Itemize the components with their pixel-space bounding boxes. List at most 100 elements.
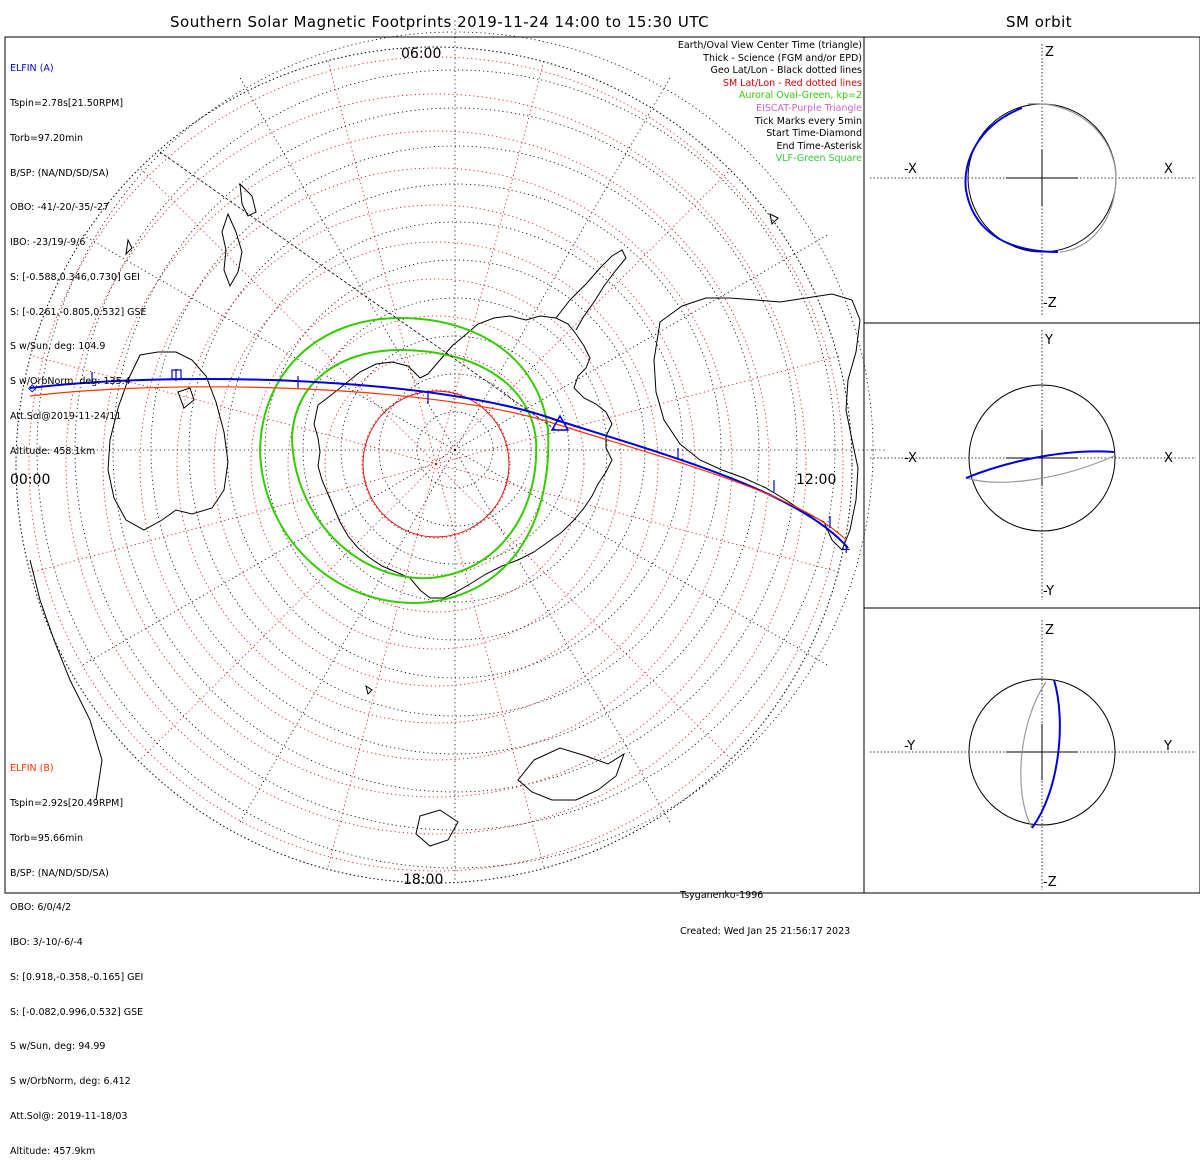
geo-meridian (82, 449, 456, 666)
new-zealand-coast (221, 212, 243, 288)
probe-a-vlf-square (171, 369, 182, 380)
orbit-panel-3-blue-path (1031, 679, 1061, 829)
probe-a-line: S w/Sun, deg: 104.9 (10, 341, 106, 353)
probe-a-line: Altitude: 458.1km (10, 445, 96, 457)
plot-title: Southern Solar Magnetic Footprints 2019-… (170, 13, 710, 31)
sm-latitude-ring (250, 278, 622, 650)
view-center-triangle (550, 414, 570, 431)
coastlines (29, 182, 861, 847)
plot-canvas: ◇ + 06:00 00:00 12:00 18:00 Z -Z -X X Y … (4, 20, 1200, 894)
orbit-panel-1-gray-path (1027, 103, 1117, 253)
geo-meridian (82, 234, 456, 451)
probe-b-line: S: [-0.082,0.996,0.532] GSE (10, 1006, 144, 1018)
legend-item: Tick Marks every 5min (754, 115, 862, 127)
geo-latitude-ring (74, 69, 836, 831)
sm-latitude-ring (213, 241, 659, 687)
orbit-panel-2-label-left: -X (904, 451, 917, 466)
madagascar-coast (415, 809, 459, 847)
orbit-panel-2: Y -Y -X X (870, 330, 1196, 600)
orbit-panel-1-label-up: Z (1045, 45, 1054, 60)
probe-b-line: S w/OrbNorm, deg: 6.412 (10, 1076, 131, 1088)
legend-item: Auroral Oval-Green, kp=2 (738, 90, 862, 102)
legend-item: End Time-Asterisk (776, 140, 862, 152)
sm-meridian (138, 463, 437, 762)
geo-meridian (239, 449, 456, 823)
orbit-panel-3-label-right: Y (1163, 739, 1172, 754)
africa-coast (517, 747, 625, 801)
sm-grid (28, 56, 844, 872)
tasmania-coast (177, 387, 195, 409)
orbit-title: SM orbit (1006, 13, 1073, 31)
sm-meridian (435, 354, 842, 465)
sm-meridian (138, 166, 437, 465)
orbit-panel-3-earth (968, 678, 1116, 826)
auroral-oval-outer (258, 316, 550, 604)
credit-created: Created: Wed Jan 25 21:56:17 2023 (680, 926, 851, 937)
sm-latitude-ring (28, 56, 844, 872)
peninsula-coast (555, 249, 627, 331)
south-america-coast (653, 293, 861, 551)
probe-b-line: IBO: 3/-10/-6/-4 (10, 937, 83, 949)
australia-coast (107, 351, 229, 531)
probe-a-line: Tspin=2.78s[21.50RPM] (10, 97, 124, 109)
geo-latitude-ring (188, 183, 722, 717)
mlt-label-right: 12:00 (796, 472, 836, 488)
orbit-panel-2-blue-path (965, 450, 1115, 479)
end-marker-a: + (842, 542, 850, 558)
polar-map: ◇ + 06:00 00:00 12:00 18:00 (10, 20, 885, 888)
sm-latitude-ring (102, 130, 770, 798)
mlt-label-bottom: 18:00 (403, 872, 443, 888)
geo-latitude-ring (112, 107, 798, 793)
probe-a-line: OBO: -41/-20/-35/-27 (10, 202, 110, 214)
probe-b-track (29, 386, 847, 541)
auroral-oval-inner (290, 348, 538, 580)
sm-latitude-ring (361, 389, 511, 539)
sm-meridian (30, 463, 437, 574)
orbit-panel-3-gray-path (1020, 681, 1047, 829)
probe-a-line: S: [-0.261,-0.805,0.532] GSE (10, 306, 147, 318)
probe-a-line: IBO: -23/19/-9/6 (10, 237, 86, 249)
orbit-panel-1-blue-path (964, 107, 1059, 253)
geo-latitude-ring (36, 31, 874, 869)
orbit-panel-3-label-down: -Z (1043, 875, 1057, 890)
legend-item: SM Lat/Lon - Red dotted lines (722, 77, 862, 89)
probe-b-info: ELFIN (B) Tspin=2.92s[20.49RPM] Torb=95.… (10, 740, 143, 1169)
geo-latitude-ring (150, 145, 760, 755)
probe-b-line: Torb=95.66min (10, 832, 84, 844)
geo-meridian (454, 77, 671, 451)
small-island-1 (125, 238, 133, 256)
orbit-panel-3-label-up: Z (1045, 623, 1054, 638)
orbit-panel-3: Z -Z -Y Y (870, 620, 1196, 890)
new-zealand-north (239, 182, 257, 217)
start-marker-a: ◇ (28, 380, 37, 396)
orbit-frame (863, 36, 1200, 894)
probe-a-line: S: [-0.588,0.346,0.730] GEI (10, 271, 140, 283)
sm-latitude-ring (139, 167, 733, 761)
legend: Earth/Oval View Center Time (triangle) T… (678, 40, 862, 166)
geo-meridian (454, 449, 828, 666)
orbit-panel-2-gray-path (965, 455, 1115, 483)
antarctica-coast (313, 315, 613, 599)
orbit-panel-2-label-up: Y (1044, 333, 1053, 348)
legend-item: Geo Lat/Lon - Black dotted lines (710, 65, 862, 77)
credit-block: Tsyganenko-1996 Created: Wed Jan 25 21:5… (680, 866, 850, 950)
probe-a-line: Torb=97.20min (10, 132, 84, 144)
map-outer-circle (15, 46, 853, 884)
probe-a-line: Att.Sol@2019-11-24/11 (10, 411, 122, 422)
sm-meridian (435, 463, 546, 870)
probe-b-line: Tspin=2.92s[20.49RPM] (10, 797, 124, 809)
probe-b-line: S: [0.918,-0.358,-0.165] GEI (10, 971, 144, 983)
geo-meridian (454, 449, 671, 823)
orbit-panel-1-label-down: -Z (1043, 296, 1057, 311)
sm-meridian (435, 58, 546, 465)
sm-meridian (435, 463, 842, 574)
sm-meridian (326, 463, 437, 870)
probe-b-line: OBO: 6/0/4/2 (10, 902, 72, 914)
probe-b-line: Att.Sol@: 2019-11-18/03 (10, 1111, 128, 1122)
legend-item: VLF-Green Square (775, 153, 862, 165)
sm-latitude-ring (287, 315, 585, 613)
orbit-panel-2-label-down: -Y (1043, 584, 1054, 599)
probe-a-line: S w/OrbNorm, deg: 135.4 (10, 376, 131, 388)
probe-b-name: ELFIN (B) (10, 763, 54, 775)
orbit-panel-1-label-right: X (1164, 162, 1173, 177)
